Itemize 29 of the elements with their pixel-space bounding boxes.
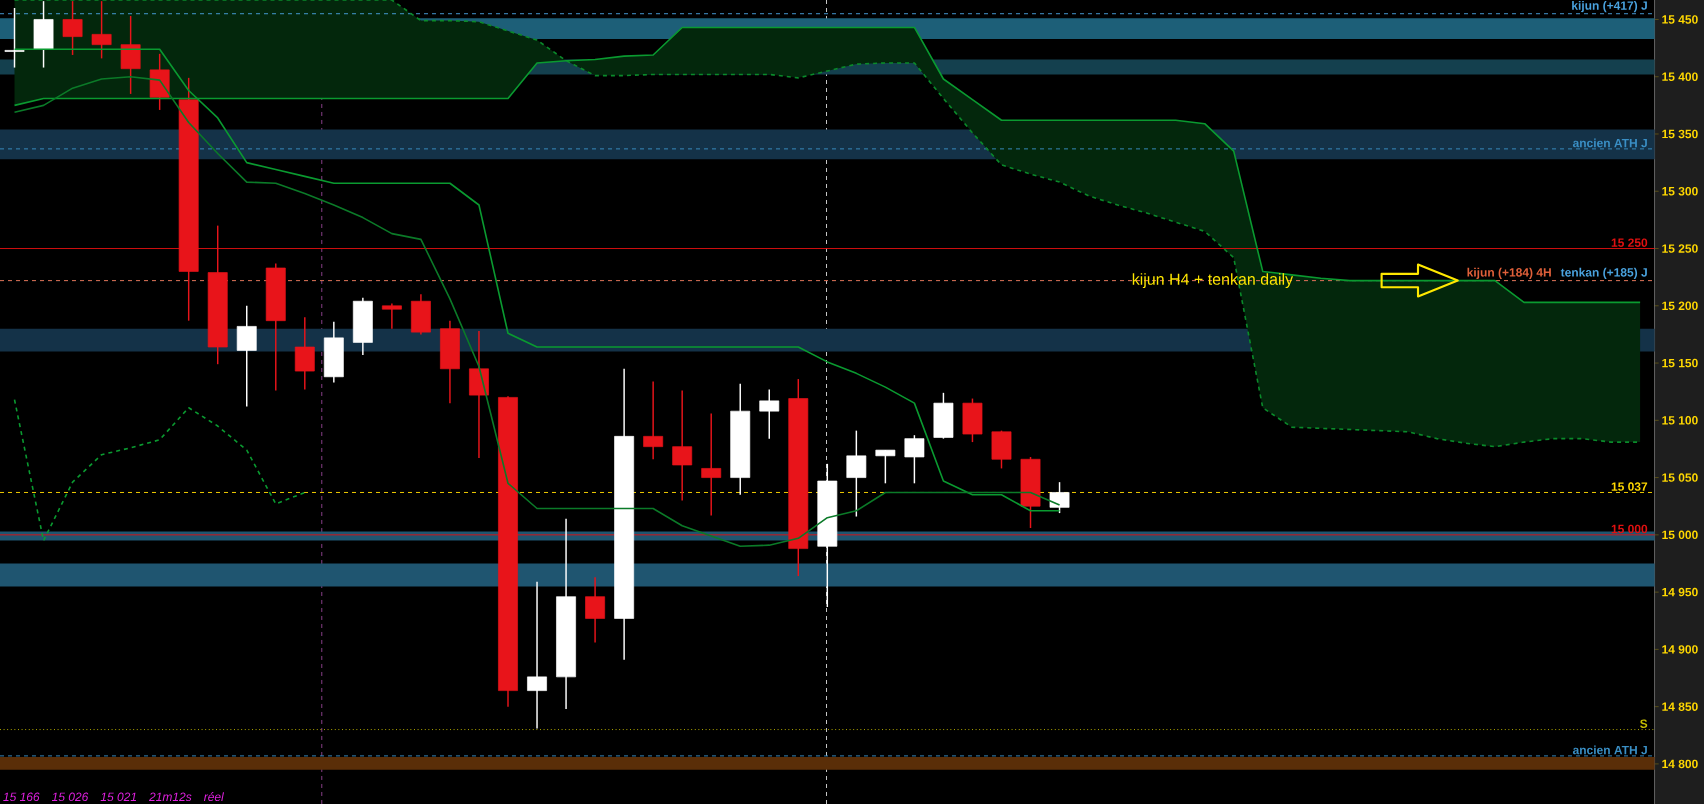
y-tick-label: 14 850: [1662, 702, 1698, 711]
annotation: 21m12s: [148, 792, 192, 802]
y-tick-label: 15 150: [1662, 358, 1698, 368]
y-tick-label: 15 200: [1662, 301, 1698, 311]
ref-line-label: 15 037: [1611, 482, 1648, 491]
ref-line-label: ancien ATH J: [1572, 138, 1647, 148]
ref-line-label: 15 000: [1611, 524, 1648, 534]
annotation: 15 026: [51, 792, 89, 802]
ref-line-label: kijun (+417) J: [1572, 0, 1647, 13]
y-tick-label: 14 900: [1662, 645, 1698, 654]
annotation: réel: [203, 792, 224, 802]
ref-line-label: tenkan (+185) J: [1560, 267, 1647, 279]
y-tick-label: 15 100: [1662, 416, 1698, 425]
ref-line-label: ancien ATH J: [1572, 745, 1647, 755]
y-tick-label: 15 350: [1662, 129, 1698, 139]
y-tick-label: 15 000: [1662, 530, 1698, 540]
ref-line-label: kijun (+184) 4H: [1467, 267, 1551, 279]
y-tick-label: 15 300: [1662, 186, 1698, 196]
y-tick-label: 15 450: [1662, 15, 1698, 24]
y-tick-label: 15 400: [1662, 72, 1698, 81]
ref-line-label: 15 250: [1611, 238, 1648, 247]
annotation: kijun H4 + tenkan daily: [1132, 273, 1294, 289]
y-tick-label: 14 950: [1662, 587, 1698, 597]
annotation: 15 021: [100, 792, 137, 802]
y-tick-label: 15 250: [1662, 244, 1698, 253]
ref-line-label: S: [1640, 719, 1648, 728]
y-tick-label: 14 800: [1662, 759, 1698, 769]
annotation: 15 166: [3, 792, 40, 802]
y-tick-label: 15 050: [1662, 473, 1698, 482]
